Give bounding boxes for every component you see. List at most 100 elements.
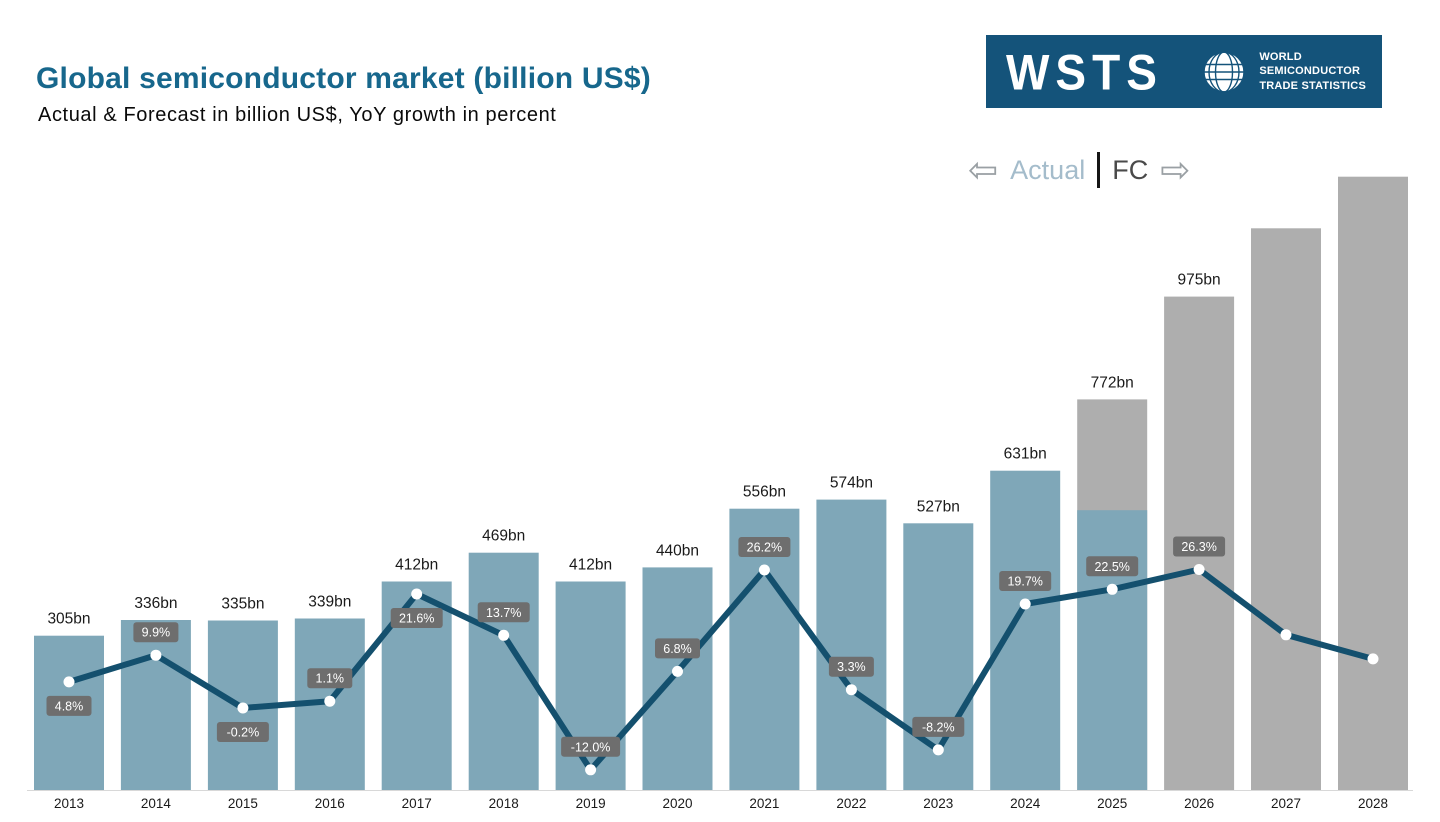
wsts-logo: WSTS WORLD SEMICONDUCTOR TRADE STATISTIC… [986,35,1382,108]
bar-label-2021: 556bn [743,484,786,501]
marker-2026 [1193,564,1205,575]
x-label-2019: 2019 [576,796,606,811]
marker-2014 [150,649,162,661]
bar-label-2022: 574bn [830,475,873,492]
svg-text:3.3%: 3.3% [837,660,866,674]
svg-text:4.8%: 4.8% [55,699,84,713]
legend-fc-label: FC [1112,154,1149,185]
growth-badge-2019: -12.0% [561,736,621,757]
legend-divider [1097,152,1101,188]
growth-badge-2018: 13.7% [477,602,530,623]
growth-badge-2024: 19.7% [999,571,1052,591]
bar-2020 [642,567,713,790]
bar-label-2014: 336bn [134,595,177,612]
x-label-2023: 2023 [923,796,953,811]
arrow-left-icon: ⇦ [968,149,999,190]
marker-2020 [672,665,683,677]
growth-badge-2026: 26.3% [1173,536,1226,557]
growth-badge-2023: -8.2% [912,716,965,737]
svg-text:22.5%: 22.5% [1094,560,1129,574]
x-label-2026: 2026 [1184,796,1214,811]
marker-2015 [237,702,249,714]
bar-2024 [990,470,1061,790]
growth-badge-2016: 1.1% [307,668,353,689]
bar-label-2023: 527bn [917,498,960,515]
bar-2027 [1251,228,1321,791]
bar-2022 [816,499,887,790]
page-title: Global semiconductor market (billion US$… [36,62,651,96]
growth-badge-2013: 4.8% [46,695,92,716]
svg-text:1.1%: 1.1% [316,672,345,686]
logo-caption-line-2: SEMICONDUCTOR [1259,65,1361,78]
x-label-2017: 2017 [402,796,432,811]
x-label-2013: 2013 [54,796,84,811]
x-label-2015: 2015 [228,796,258,811]
bar-label-2019: 412bn [569,557,612,574]
marker-2017 [411,588,423,600]
x-label-2025: 2025 [1097,796,1127,811]
marker-2022 [845,684,857,696]
svg-text:-12.0%: -12.0% [571,740,611,754]
bar-2025-actual [1077,510,1148,790]
x-label-2022: 2022 [836,796,866,811]
logo-caption: WORLD SEMICONDUCTOR TRADE STATISTICS [1259,50,1366,93]
growth-badge-2021: 26.2% [738,537,791,557]
bar-2014 [120,620,191,790]
legend: ⇦ Actual FC ⇨ [968,152,1190,188]
bar-2019 [555,581,626,790]
bar-label-2016: 339bn [308,594,351,611]
growth-badge-2017: 21.6% [390,608,443,628]
globe-icon [1202,50,1246,94]
growth-badge-2015: -0.2% [216,722,269,742]
bar-label-2020: 440bn [656,542,699,559]
x-label-2020: 2020 [662,796,692,811]
marker-2013 [63,676,75,688]
svg-text:-0.2%: -0.2% [227,726,260,740]
growth-line [66,566,1376,773]
bar-label-2026: 975bn [1178,272,1221,289]
x-label-2028: 2028 [1358,796,1388,811]
marker-2024 [1019,598,1031,610]
x-label-2014: 2014 [141,796,172,811]
bar-2028 [1338,176,1408,790]
logo-caption-line-3: TRADE STATISTICS [1259,79,1366,92]
x-label-2018: 2018 [489,796,519,811]
x-label-2021: 2021 [749,796,779,811]
arrow-right-icon: ⇨ [1160,149,1191,190]
bar-label-2025: 772bn [1091,374,1134,391]
svg-text:9.9%: 9.9% [142,626,171,640]
bar-label-2018: 469bn [482,528,525,545]
svg-text:-8.2%: -8.2% [922,720,955,734]
svg-text:19.7%: 19.7% [1007,575,1042,589]
bar-label-2024: 631bn [1004,446,1047,463]
svg-text:21.6%: 21.6% [399,612,434,626]
growth-badge-2025: 22.5% [1086,556,1139,577]
legend-actual-label: Actual [1010,154,1086,185]
wsts-wordmark: WSTS [1006,43,1163,100]
marker-2028 [1367,653,1379,665]
bar-label-2013: 305bn [47,611,90,628]
marker-2027 [1280,629,1292,641]
svg-text:26.2%: 26.2% [747,541,782,555]
subtitle: Actual & Forecast in billion US$, YoY gr… [38,104,557,126]
svg-text:26.3%: 26.3% [1181,540,1216,554]
marker-2018 [498,629,510,641]
growth-badge-2020: 6.8% [655,638,700,659]
growth-badge-2014: 9.9% [133,622,179,643]
x-label-2016: 2016 [315,796,345,811]
bar-label-2015: 335bn [221,596,264,613]
svg-text:13.7%: 13.7% [486,606,521,620]
marker-2021 [758,564,770,576]
svg-text:6.8%: 6.8% [663,642,692,656]
marker-2016 [324,695,336,707]
x-label-2024: 2024 [1010,796,1041,811]
growth-badge-2022: 3.3% [828,656,874,677]
bar-label-2017: 412bn [395,557,438,574]
marker-2025 [1106,583,1118,595]
marker-2023 [932,744,944,756]
logo-caption-line-1: WORLD [1259,51,1302,64]
marker-2019 [585,764,597,776]
x-label-2027: 2027 [1271,796,1301,811]
